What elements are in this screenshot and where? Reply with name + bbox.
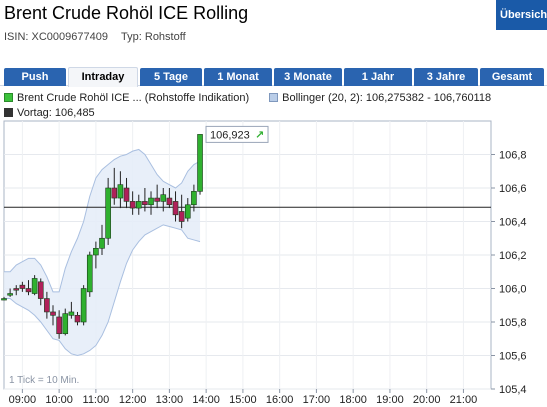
tab-3-monate[interactable]: 3 Monate — [274, 68, 342, 86]
candle-body — [19, 284, 26, 289]
instrument-meta: ISIN: XC0009677409 Typ: Rohstoff — [4, 31, 186, 43]
x-tick-label: 17:00 — [303, 394, 331, 406]
tab-5-tage[interactable]: 5 Tage — [140, 68, 202, 86]
bollinger-lower-line — [4, 224, 201, 357]
x-tick-label: 12:00 — [119, 394, 147, 406]
x-tick-label: 13:00 — [156, 394, 184, 406]
candle-body — [1, 298, 7, 301]
y-tick-label: 106,2 — [499, 250, 527, 262]
tab-intraday[interactable]: Intraday — [68, 67, 138, 87]
series-swatch-icon — [4, 93, 13, 102]
legend-prev-close: Vortag: 106,485 — [4, 107, 95, 119]
legend-bollinger: Bollinger (20, 2): 106,275382 - 106,7601… — [269, 92, 491, 104]
legend-bollinger-label: Bollinger (20, 2): 106,275382 - 106,7601… — [282, 91, 492, 104]
candle-body — [50, 311, 56, 316]
x-tick-label: 11:00 — [83, 394, 110, 406]
y-tick-label: 105,4 — [499, 384, 527, 396]
candle-body — [7, 293, 13, 296]
y-tick-label: 106,4 — [499, 217, 527, 229]
candle-body — [37, 281, 44, 299]
candle-body — [166, 197, 173, 206]
candle-body — [31, 278, 38, 294]
y-tick-label: 106,6 — [499, 183, 527, 195]
candle-body — [172, 201, 179, 216]
isin-label: ISIN: XC0009677409 — [4, 31, 108, 43]
x-tick-label: 19:00 — [376, 394, 404, 406]
candle-body — [44, 298, 50, 313]
candle-body — [25, 288, 32, 293]
bollinger-swatch-icon — [269, 93, 279, 102]
last-value-box — [205, 125, 269, 143]
candle-body — [111, 187, 118, 199]
candle-body — [117, 184, 124, 199]
x-tick-label: 20:00 — [413, 394, 441, 406]
page-title: Brent Crude Rohöl ICE Rolling — [4, 3, 249, 23]
candle-body — [142, 201, 148, 206]
overview-button[interactable]: Übersicht — [496, 0, 547, 30]
x-tick-label: 21:00 — [450, 394, 478, 406]
last-value-label: 106,923 — [210, 129, 250, 141]
legend-series: Brent Crude Rohöl ICE ... (Rohstoffe Ind… — [4, 92, 249, 104]
candle-body — [154, 197, 160, 202]
legend-prev-close-label: Vortag: 106,485 — [17, 106, 95, 119]
tab-push[interactable]: Push — [4, 68, 66, 86]
trend-up-icon: ↗ — [255, 128, 264, 141]
bollinger-upper-line — [4, 148, 201, 293]
x-tick-label: 10:00 — [45, 394, 73, 406]
candle-body — [105, 187, 111, 239]
candle-body — [99, 237, 105, 249]
x-tick-label: 09:00 — [9, 394, 37, 406]
tab-3-jahre[interactable]: 3 Jahre — [414, 68, 478, 86]
candle-body — [13, 288, 20, 291]
candle-body — [135, 201, 142, 209]
x-tick-label: 18:00 — [339, 394, 367, 406]
candle-body — [86, 254, 93, 293]
legend-series-label: Brent Crude Rohöl ICE ... (Rohstoffe Ind… — [17, 91, 250, 104]
candle-body — [129, 201, 136, 209]
candle-body — [191, 191, 197, 206]
candle-body — [62, 313, 69, 335]
y-tick-label: 105,8 — [499, 317, 527, 329]
y-tick-label: 106,8 — [499, 150, 527, 162]
chart-legend: Brent Crude Rohöl ICE ... (Rohstoffe Ind… — [4, 90, 491, 120]
candle-body — [160, 194, 167, 202]
y-tick-label: 105,6 — [499, 351, 527, 363]
interval-note: 1 Tick = 10 Min. — [9, 375, 79, 386]
candle-body — [178, 211, 185, 222]
candle-body — [123, 187, 130, 202]
candle-body — [184, 204, 191, 219]
tab-1-jahr[interactable]: 1 Jahr — [344, 68, 412, 86]
x-tick-label: 15:00 — [229, 394, 257, 406]
candle-body — [93, 248, 99, 256]
candle-body — [56, 316, 62, 335]
y-tick-label: 106,0 — [499, 284, 527, 296]
x-tick-label: 14:00 — [192, 394, 220, 406]
tab-gesamt[interactable]: Gesamt — [480, 68, 544, 86]
candle-body — [68, 311, 75, 316]
prev-close-swatch-icon — [4, 108, 13, 117]
candle-body — [197, 134, 203, 192]
candle-body — [74, 314, 81, 323]
type-label: Typ: Rohstoff — [121, 31, 186, 43]
period-tabbar: Push Intraday 5 Tage 1 Monat 3 Monate 1 … — [0, 59, 547, 87]
tab-1-monat[interactable]: 1 Monat — [204, 68, 272, 86]
candle-body — [148, 197, 154, 206]
x-tick-label: 16:00 — [266, 394, 294, 406]
candle-body — [80, 288, 87, 323]
